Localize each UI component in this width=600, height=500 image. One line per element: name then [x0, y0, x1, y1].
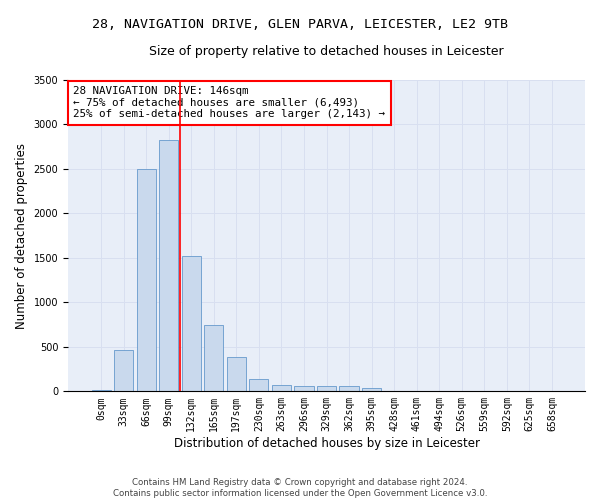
Bar — [159, 140, 178, 392]
Bar — [272, 384, 291, 392]
X-axis label: Distribution of detached houses by size in Leicester: Distribution of detached houses by size … — [173, 437, 479, 450]
Bar — [317, 386, 336, 392]
Bar — [340, 386, 359, 392]
Title: Size of property relative to detached houses in Leicester: Size of property relative to detached ho… — [149, 45, 504, 58]
Bar — [227, 356, 246, 392]
Bar — [250, 380, 268, 392]
Text: 28 NAVIGATION DRIVE: 146sqm
← 75% of detached houses are smaller (6,493)
25% of : 28 NAVIGATION DRIVE: 146sqm ← 75% of det… — [73, 86, 385, 120]
Bar — [137, 169, 156, 392]
Bar — [204, 324, 223, 392]
Bar — [182, 256, 201, 392]
Text: 28, NAVIGATION DRIVE, GLEN PARVA, LEICESTER, LE2 9TB: 28, NAVIGATION DRIVE, GLEN PARVA, LEICES… — [92, 18, 508, 30]
Y-axis label: Number of detached properties: Number of detached properties — [15, 142, 28, 328]
Bar — [362, 388, 381, 392]
Bar — [295, 386, 314, 392]
Bar — [92, 390, 110, 392]
Bar — [114, 350, 133, 392]
Text: Contains HM Land Registry data © Crown copyright and database right 2024.
Contai: Contains HM Land Registry data © Crown c… — [113, 478, 487, 498]
